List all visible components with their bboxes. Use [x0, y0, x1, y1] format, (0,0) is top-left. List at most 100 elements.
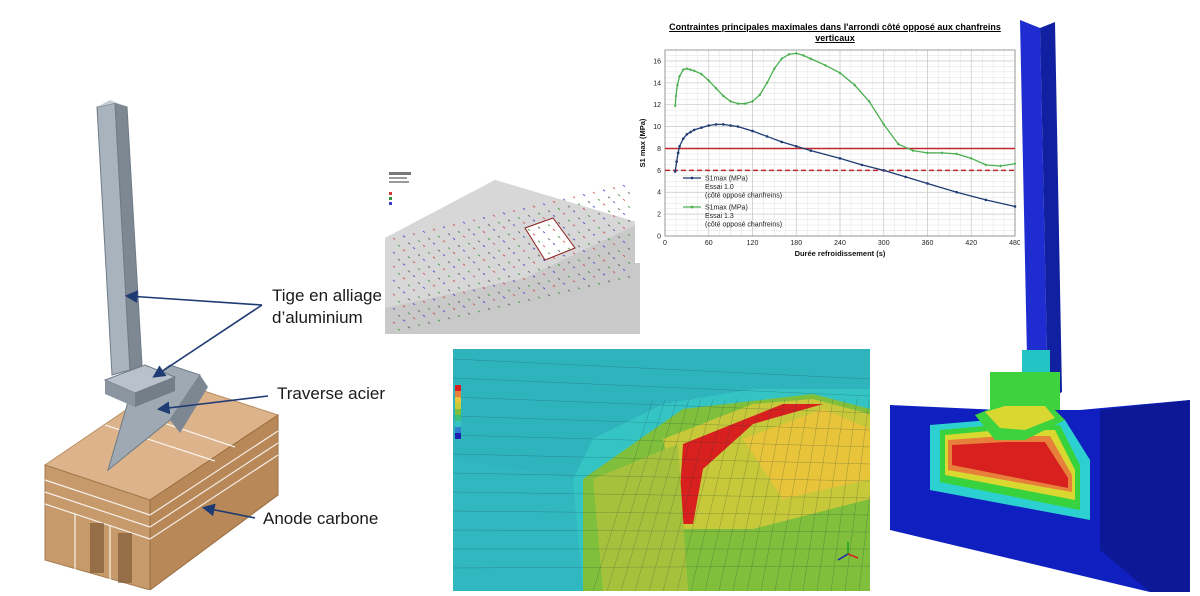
- vector-arrow: [407, 312, 411, 315]
- vector-arrow: [502, 240, 506, 243]
- vector-arrow: [622, 268, 626, 271]
- data-point: [772, 67, 776, 71]
- vector-arrow: [397, 258, 401, 261]
- data-point: [969, 156, 973, 160]
- vector-arrow: [427, 265, 431, 268]
- vector-arrow: [407, 284, 411, 287]
- callout-tige-line1: Tige en alliage: [272, 286, 382, 305]
- vector-arrow: [477, 254, 481, 257]
- vector-arrow: [437, 277, 441, 280]
- vector-arrow: [487, 265, 491, 269]
- chart-panel: Contraintes principales maximales dans l…: [635, 18, 1020, 263]
- vector-arrow: [442, 240, 446, 243]
- vector-arrow: [572, 252, 576, 255]
- data-point: [809, 57, 813, 61]
- vector-arrow: [412, 233, 416, 236]
- mesh-line: [453, 529, 870, 533]
- vector-arrow: [512, 210, 516, 213]
- y-tick-label: 0: [657, 234, 661, 241]
- vector-arrow: [397, 328, 401, 331]
- data-point: [681, 137, 685, 140]
- vector-arrow: [452, 279, 456, 283]
- data-point: [780, 57, 784, 61]
- vector-arrow: [427, 307, 431, 311]
- vector-arrow: [422, 314, 426, 318]
- data-point: [722, 123, 725, 126]
- mesh-line: [816, 398, 846, 591]
- vector-arrow: [427, 237, 431, 240]
- vector-arrow: [587, 228, 591, 232]
- vector-arrow: [472, 275, 476, 278]
- x-tick-label: 120: [747, 240, 759, 247]
- x-tick-label: 60: [705, 240, 713, 247]
- vector-arrow: [452, 237, 456, 241]
- vector-arrow: [567, 233, 571, 236]
- vector-arrow: [567, 289, 571, 292]
- plot-area-frame: [664, 49, 1016, 237]
- vector-arrow: [542, 217, 546, 220]
- data-point: [673, 104, 677, 108]
- vector-arrow: [612, 243, 616, 246]
- vector-arrow: [542, 259, 546, 262]
- vector-arrow: [497, 221, 501, 224]
- vector-arrow: [522, 249, 526, 252]
- data-point: [999, 164, 1002, 168]
- vector-arrow: [407, 270, 411, 273]
- arrow-to-traverse: [156, 395, 269, 415]
- vector-arrow: [582, 207, 586, 211]
- aluminium-rod-side: [114, 102, 143, 371]
- vector-arrow: [437, 291, 441, 294]
- vector-arrow: [557, 263, 561, 267]
- vector-arrow: [507, 261, 511, 264]
- vector-arrow: [427, 251, 431, 254]
- vector-arrow: [537, 212, 541, 215]
- vector-arrow: [562, 282, 566, 285]
- vector-arrow: [452, 251, 456, 255]
- vector-arrow: [517, 259, 521, 262]
- vector-arrow: [477, 226, 481, 229]
- vector-arrow: [542, 287, 546, 290]
- vector-arrow: [602, 273, 606, 276]
- data-point: [714, 86, 718, 90]
- vector-arrow: [492, 256, 496, 259]
- vector-arrow: [437, 305, 441, 308]
- vector-arrow: [577, 259, 581, 262]
- vector-arrow: [517, 300, 521, 304]
- data-point: [867, 99, 871, 104]
- vector-arrow: [502, 254, 506, 257]
- vector-arrow: [457, 230, 461, 234]
- vector-arrow: [477, 268, 481, 271]
- vector-arrow: [467, 312, 471, 315]
- vector-arrow: [422, 272, 426, 275]
- vector-arrow: [477, 282, 481, 285]
- vector-arrow: [472, 247, 476, 250]
- mesh-line: [453, 453, 870, 465]
- data-point: [736, 102, 740, 106]
- y-axis-label: S1 max (MPa): [638, 118, 647, 167]
- vector-arrow: [567, 247, 571, 250]
- data-point: [736, 125, 740, 128]
- vector-arrow: [517, 231, 521, 234]
- data-point: [729, 99, 733, 104]
- vector-arrow: [442, 296, 446, 299]
- vector-arrow: [522, 221, 526, 224]
- vector-arrow: [502, 226, 506, 229]
- vector-arrow: [442, 268, 446, 271]
- data-point: [926, 151, 929, 155]
- vector-arrow: [517, 217, 521, 220]
- vector-arrow: [552, 256, 556, 260]
- callout-anode: Anode carbone: [263, 509, 379, 528]
- data-point: [780, 140, 783, 144]
- vector-arrow: [412, 261, 416, 264]
- vector-arrow: [422, 300, 426, 304]
- vector-arrow: [467, 270, 471, 273]
- vector-arrow: [402, 235, 406, 238]
- vector-arrow: [592, 205, 596, 208]
- data-point: [955, 190, 958, 194]
- legend-entry-text: (côté opposé chanfreins): [705, 193, 782, 200]
- contour-legend: [455, 385, 461, 439]
- vector-arrow: [562, 198, 566, 201]
- vector-arrow: [492, 298, 496, 301]
- vector-arrow: [532, 275, 536, 278]
- mesh-line: [732, 398, 774, 591]
